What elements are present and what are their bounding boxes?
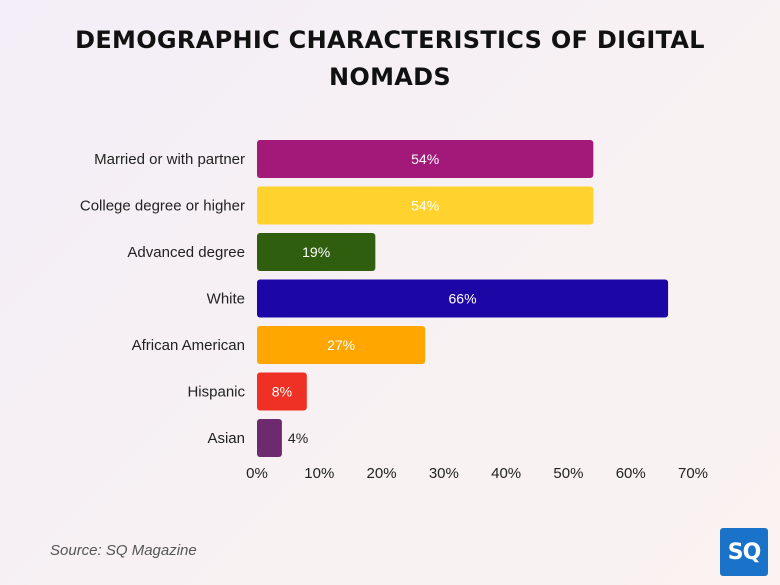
- x-tick-label: 10%: [304, 465, 334, 482]
- x-tick-label: 70%: [678, 465, 708, 482]
- bar-asian: [257, 419, 282, 457]
- x-tick-label: 60%: [616, 465, 646, 482]
- x-axis: 0% 10% 20% 30% 40% 50% 60% 70%: [246, 465, 708, 482]
- x-tick-label: 0%: [246, 465, 268, 482]
- chart-title: DEMOGRAPHIC CHARACTERISTICS OF DIGITAL N…: [75, 26, 705, 91]
- data-label-college-degree-or-higher: 54%: [411, 198, 439, 214]
- bars-group: Married or with partner 54% College degree…: [80, 140, 669, 457]
- x-tick-label: 40%: [491, 465, 521, 482]
- sq-magazine-logo: SQ: [720, 528, 768, 576]
- bar-chart: Married or with partner 54% College degree…: [80, 140, 708, 482]
- data-label-hispanic: 8%: [272, 384, 292, 400]
- category-label-hispanic: Hispanic: [187, 384, 245, 401]
- bar-married-or-with-partner: [257, 140, 594, 178]
- bar-white: [257, 279, 669, 318]
- data-label-asian: 4%: [288, 430, 308, 446]
- x-tick-label: 20%: [367, 465, 397, 482]
- bar-college-degree-or-higher: [257, 186, 594, 225]
- x-tick-label: 30%: [429, 465, 459, 482]
- data-label-african-american: 27%: [327, 337, 355, 353]
- data-label-white: 66%: [449, 291, 477, 307]
- bar-hispanic: [257, 372, 307, 411]
- category-label-advanced-degree: Advanced degree: [127, 244, 245, 261]
- x-tick-label: 50%: [553, 465, 583, 482]
- category-label-married-or-with-partner: Married or with partner: [94, 151, 245, 168]
- category-label-white: White: [207, 291, 245, 308]
- category-label-asian: Asian: [207, 430, 245, 447]
- source-caption: Source: SQ Magazine: [50, 542, 197, 559]
- bar-advanced-degree: [257, 233, 376, 271]
- category-label-african-american: African American: [132, 337, 245, 354]
- bar-african-american: [257, 326, 426, 364]
- data-label-married-or-with-partner: 54%: [411, 151, 439, 167]
- category-label-college-degree-or-higher: College degree or higher: [80, 198, 245, 215]
- data-label-advanced-degree: 19%: [302, 244, 330, 260]
